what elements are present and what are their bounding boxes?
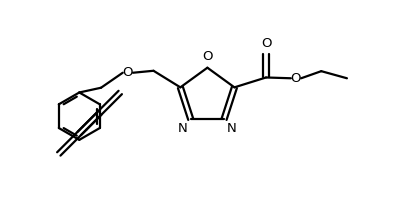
Text: N: N [178, 122, 188, 135]
Text: N: N [227, 122, 237, 135]
Text: O: O [261, 37, 271, 50]
Text: O: O [290, 72, 301, 85]
Text: O: O [202, 50, 213, 63]
Text: O: O [122, 66, 133, 79]
